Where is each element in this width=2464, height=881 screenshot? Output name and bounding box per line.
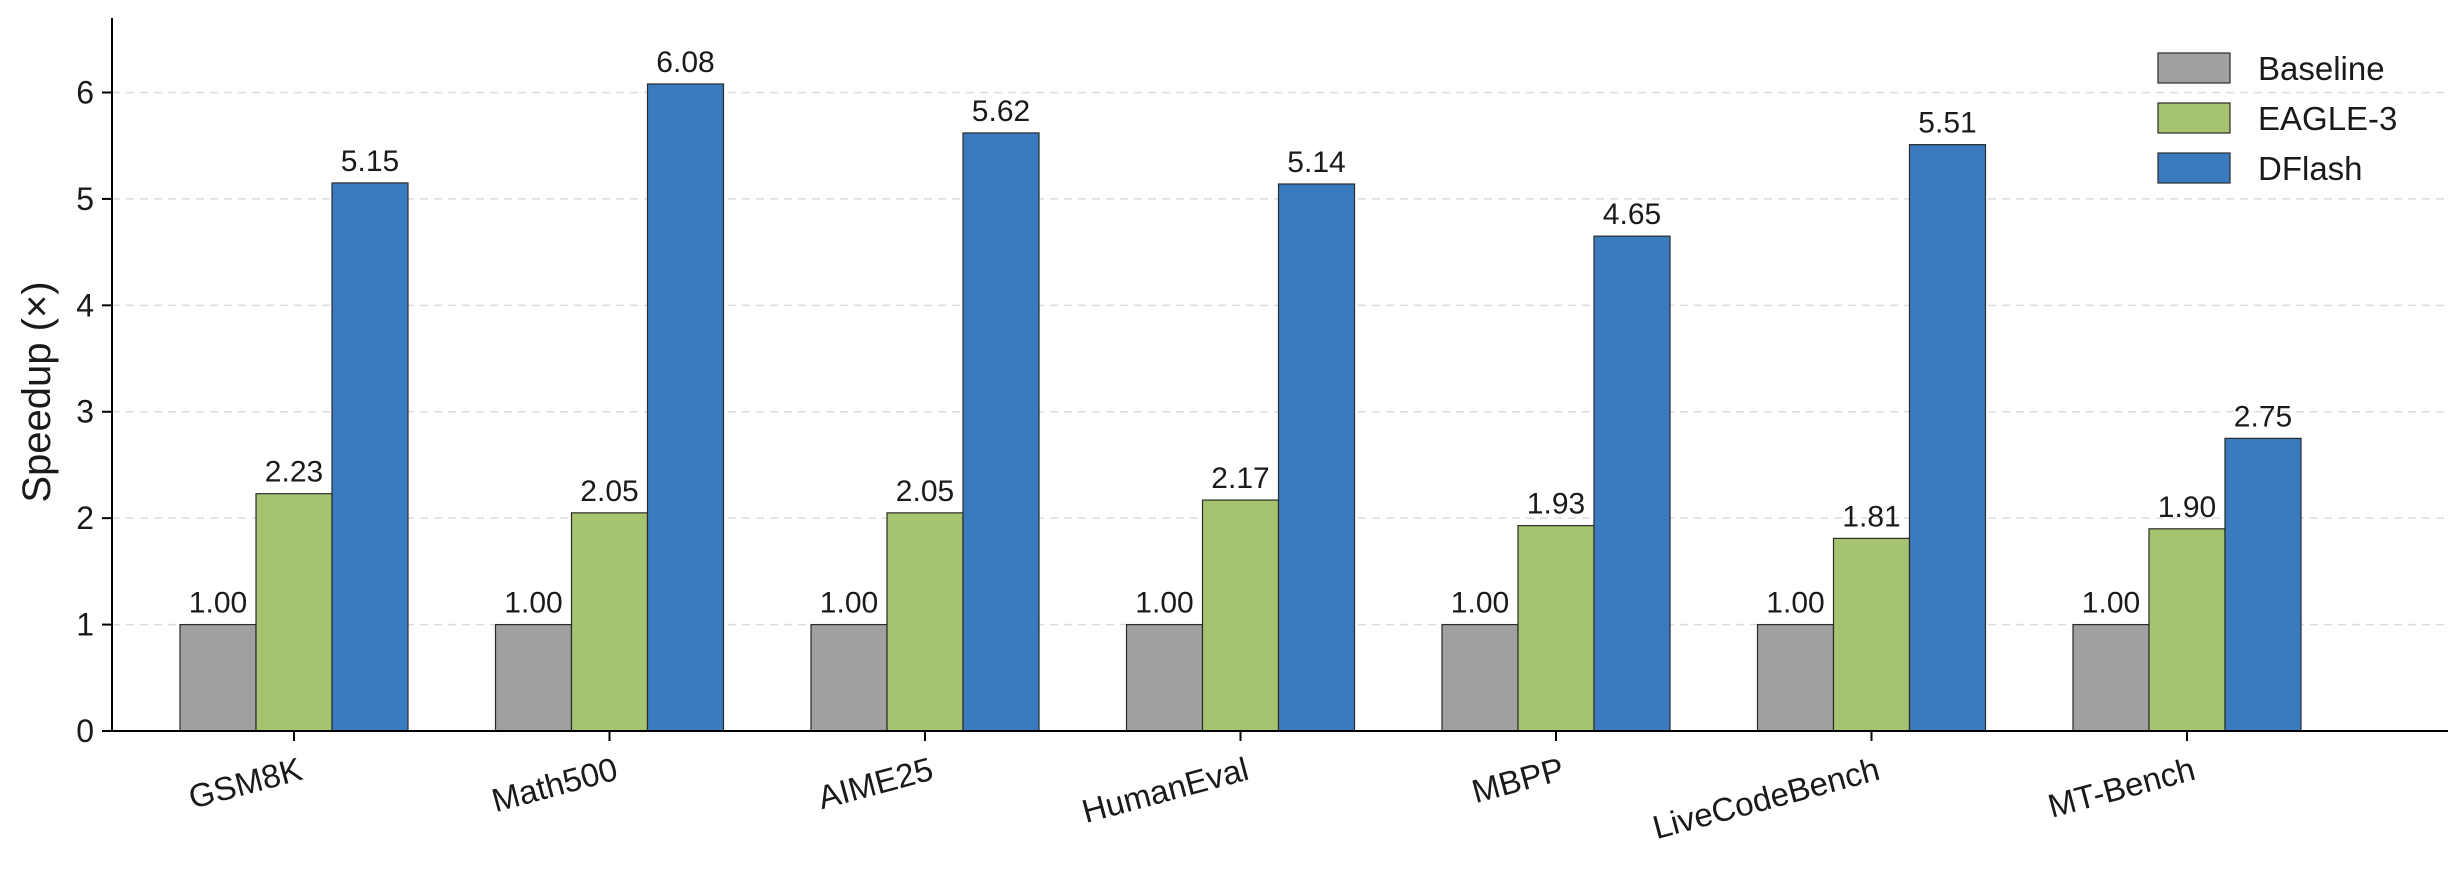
bars: [179, 83, 2302, 732]
data-label: 4.65: [1603, 198, 1661, 231]
bar-eagle-3: [1832, 537, 1911, 732]
x-tick-label: AIME25: [814, 750, 937, 816]
data-label: 1.00: [2082, 587, 2140, 620]
bar-baseline: [1125, 623, 1204, 732]
bar-baseline: [2072, 623, 2150, 732]
y-tick-label: 0: [76, 713, 94, 749]
data-label: 1.00: [1135, 587, 1193, 620]
bar-baseline: [494, 623, 573, 732]
data-label: 1.93: [1527, 488, 1585, 521]
legend-swatch: [2157, 102, 2231, 134]
data-label: 5.62: [972, 95, 1030, 128]
legend-label: EAGLE-3: [2258, 100, 2397, 137]
data-label: 5.14: [1287, 146, 1345, 179]
data-label: 5.51: [1918, 107, 1976, 140]
legend-label: Baseline: [2258, 50, 2385, 87]
bar-baseline: [810, 623, 888, 732]
data-label: 1.00: [820, 587, 878, 620]
x-tick-label: Math500: [488, 750, 622, 819]
data-label: 1.81: [1842, 500, 1900, 533]
x-tick-label: HumanEval: [1078, 750, 1252, 830]
data-label: 1.00: [1451, 587, 1509, 620]
data-label: 2.75: [2234, 400, 2292, 433]
data-label: 2.17: [1211, 462, 1269, 495]
data-label: 5.15: [341, 145, 399, 178]
bar-eagle-3: [570, 512, 649, 732]
bar-dflash: [1593, 235, 1671, 732]
bar-baseline: [1756, 623, 1835, 732]
data-labels: 1.00 2.23 5.15 1.00 2.05 6.08 1.00 2.05 5.62 1.00…: [189, 46, 2292, 620]
y-tick-label: 5: [76, 181, 94, 217]
x-tick-label: LiveCodeBench: [1649, 750, 1884, 846]
x-tick-label: MBPP: [1468, 750, 1568, 810]
data-label: 1.00: [504, 587, 562, 620]
x-tick-label: MT-Bench: [2044, 750, 2199, 825]
bar-eagle-3: [255, 493, 333, 732]
data-label: 6.08: [656, 46, 714, 79]
data-label: 1.00: [189, 587, 247, 620]
data-label: 2.23: [265, 456, 323, 489]
bar-eagle-3: [2148, 528, 2226, 732]
data-label: 2.05: [896, 475, 954, 508]
bar-baseline: [179, 623, 257, 732]
bar-eagle-3: [886, 512, 964, 732]
bar-eagle-3: [1201, 499, 1280, 732]
bar-dflash: [331, 182, 409, 732]
bar-dflash: [1277, 183, 1356, 732]
data-label: 1.90: [2158, 491, 2216, 524]
bar-dflash: [962, 132, 1040, 732]
bar-eagle-3: [1517, 525, 1595, 732]
legend-swatch: [2157, 152, 2231, 184]
x-tick-label: GSM8K: [185, 750, 306, 816]
legend: Baseline EAGLE-3 DFlash: [2157, 50, 2397, 187]
bar-dflash: [2224, 437, 2302, 732]
y-tick-label: 3: [76, 394, 94, 430]
bar-dflash: [646, 83, 725, 732]
y-tick-label: 2: [76, 500, 94, 536]
bar-dflash: [1908, 144, 1987, 732]
data-label: 1.00: [1766, 587, 1824, 620]
legend-swatch: [2157, 52, 2231, 84]
y-axis-title: Speedup (×): [15, 281, 59, 502]
y-tick-label: 6: [76, 74, 94, 110]
legend-label: DFlash: [2258, 150, 2363, 187]
y-tick-label: 4: [76, 287, 94, 323]
y-tick-label: 1: [76, 607, 94, 643]
bar-baseline: [1441, 623, 1519, 732]
data-label: 2.05: [580, 475, 638, 508]
